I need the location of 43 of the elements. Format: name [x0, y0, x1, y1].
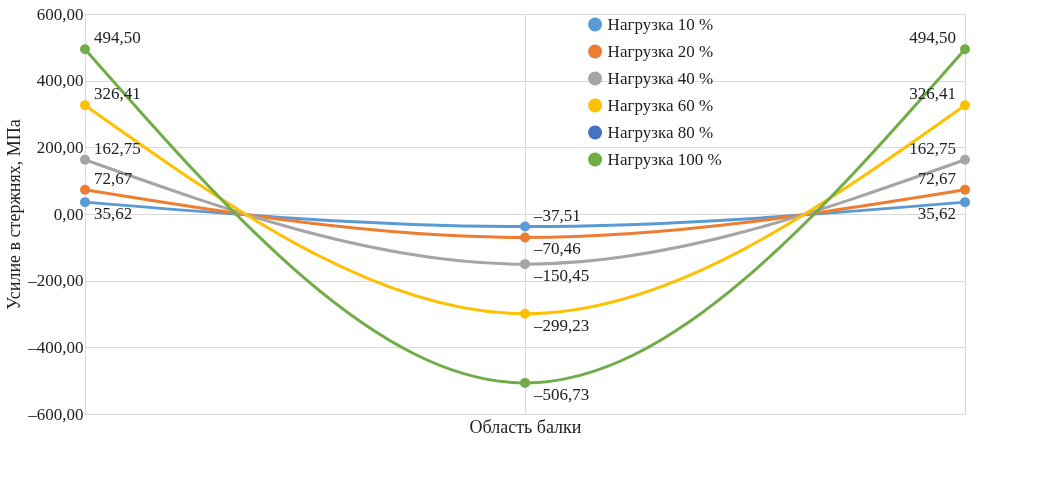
point	[80, 44, 90, 55]
legend-label: Нагрузка 80 %	[607, 122, 714, 142]
point	[80, 184, 90, 195]
point	[520, 308, 530, 319]
y-tick-label: 400,00	[36, 71, 84, 91]
data-label: 72,67	[94, 168, 133, 188]
data-label: 72,67	[917, 168, 957, 188]
data-label: –37,51	[533, 205, 581, 225]
data-label: 35,62	[94, 204, 133, 224]
x-axis-title: Область балки	[469, 416, 582, 437]
point	[520, 377, 530, 388]
legend-label: Нагрузка 40 %	[607, 68, 714, 88]
point	[80, 154, 90, 165]
point	[960, 197, 970, 208]
legend-label: Нагрузка 100 %	[607, 149, 722, 169]
point	[960, 184, 970, 195]
y-tick-label: –400,00	[27, 337, 84, 357]
point	[960, 154, 970, 165]
data-label: 494,50	[94, 28, 141, 48]
data-label: 162,75	[94, 138, 141, 158]
data-label: 162,75	[909, 138, 956, 158]
data-label: 494,50	[909, 28, 956, 48]
legend-label: Нагрузка 20 %	[607, 41, 714, 61]
point	[80, 197, 90, 208]
point	[520, 221, 530, 232]
data-label: 35,62	[917, 204, 956, 224]
point	[960, 44, 970, 55]
y-tick-label: 600,00	[36, 4, 84, 24]
data-label: –70,46	[533, 239, 581, 259]
y-tick-label: –200,00	[27, 271, 84, 291]
y-tick-label: –600,00	[27, 404, 84, 424]
legend-label: Нагрузка 10 %	[607, 14, 714, 34]
point	[80, 100, 90, 111]
point	[960, 100, 970, 111]
y-axis-title: Усилие в стержнях, МПа	[4, 119, 25, 310]
data-label: –299,23	[533, 315, 590, 335]
data-label: –506,73	[533, 384, 590, 404]
y-tick-label: 200,00	[36, 137, 84, 157]
y-tick-label: 0,00	[53, 204, 84, 224]
legend-label: Нагрузка 60 %	[607, 95, 714, 115]
data-label: –150,45	[533, 266, 590, 286]
point	[520, 259, 530, 270]
point	[520, 232, 530, 243]
